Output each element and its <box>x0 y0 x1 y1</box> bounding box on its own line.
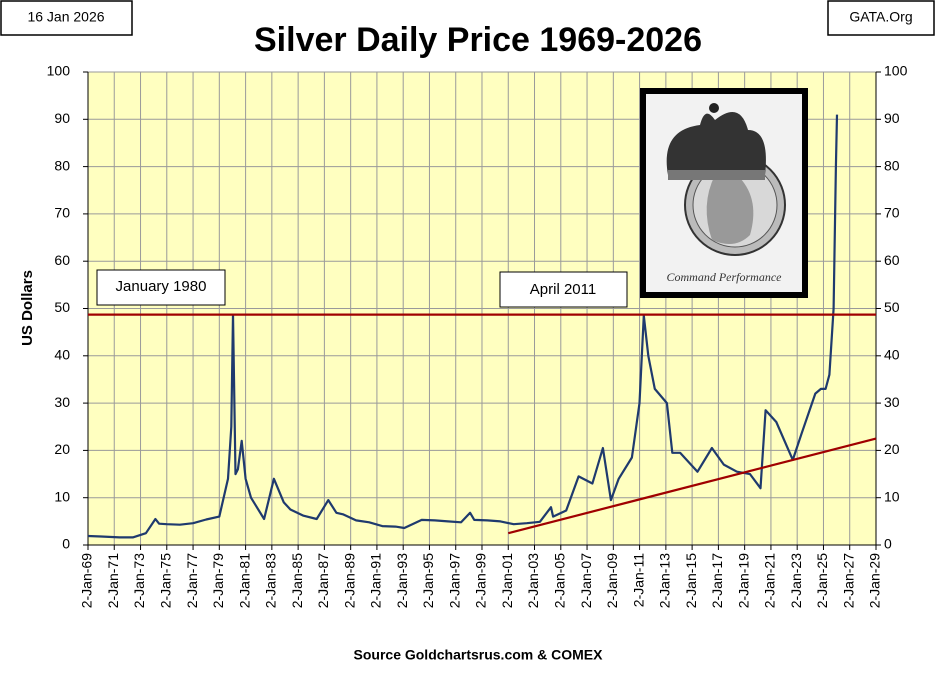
y-tick-label: 80 <box>54 157 70 173</box>
x-tick-label: 2-Jan-81 <box>236 553 252 608</box>
x-tick-label: 2-Jan-23 <box>788 553 804 608</box>
y2-tick-label: 60 <box>884 252 900 268</box>
y-tick-label: 40 <box>54 347 70 363</box>
x-tick-label: 2-Jan-85 <box>289 553 305 608</box>
y-tick-label: 60 <box>54 252 70 268</box>
source-label: Source Goldchartsrus.com & COMEX <box>354 647 604 663</box>
site-box <box>827 0 935 36</box>
y-tick-label: 30 <box>54 394 70 410</box>
y-tick-label: 20 <box>54 441 70 457</box>
y-axis-label: US Dollars <box>19 270 36 346</box>
y2-tick-label: 0 <box>884 536 892 552</box>
x-tick-label: 2-Jan-25 <box>814 553 830 608</box>
x-tick-label: 2-Jan-69 <box>79 553 95 608</box>
x-tick-label: 2-Jan-27 <box>840 553 856 608</box>
x-tick-label: 2-Jan-03 <box>525 553 541 608</box>
x-tick-label: 2-Jan-71 <box>105 553 121 608</box>
crown <box>666 112 766 175</box>
y-tick-label: 70 <box>54 205 70 221</box>
y2-tick-label: 20 <box>884 441 900 457</box>
x-tick-label: 2-Jan-77 <box>184 553 200 608</box>
x-tick-label: 2-Jan-87 <box>315 553 331 608</box>
crown-top <box>709 103 719 113</box>
x-tick-label: 2-Jan-75 <box>157 553 173 608</box>
x-tick-label: 2-Jan-07 <box>578 553 594 608</box>
annotation: April 2011 <box>530 281 596 298</box>
x-tick-label: 2-Jan-99 <box>473 553 489 608</box>
x-tick-label: 2-Jan-83 <box>263 553 279 608</box>
y2-tick-label: 30 <box>884 394 900 410</box>
y2-tick-label: 10 <box>884 488 900 504</box>
y-tick-label: 0 <box>62 536 70 552</box>
x-tick-label: 2-Jan-95 <box>420 553 436 608</box>
y2-tick-label: 100 <box>884 63 908 79</box>
y-tick-label: 90 <box>54 110 70 126</box>
x-tick-label: 2-Jan-13 <box>657 553 673 608</box>
x-tick-label: 2-Jan-11 <box>630 553 646 607</box>
x-tick-label: 2-Jan-97 <box>446 553 462 608</box>
y-tick-label: 10 <box>54 488 70 504</box>
date-box <box>0 0 133 36</box>
x-tick-label: 2-Jan-17 <box>709 553 725 608</box>
x-tick-label: 2-Jan-29 <box>867 553 883 608</box>
y2-tick-label: 50 <box>884 299 900 315</box>
coin-profile <box>706 175 754 244</box>
crown-band <box>668 170 765 180</box>
site-label: GATA.Org <box>849 9 912 25</box>
x-tick-label: 2-Jan-89 <box>341 553 357 608</box>
y-tick-label: 50 <box>54 299 70 315</box>
y2-tick-label: 90 <box>884 110 900 126</box>
inset-caption: Command Performance <box>667 270 783 284</box>
trend-line <box>507 437 877 535</box>
x-tick-label: 2-Jan-79 <box>210 553 226 608</box>
annotation: January 1980 <box>116 278 207 295</box>
y2-tick-label: 80 <box>884 157 900 173</box>
x-tick-label: 2-Jan-05 <box>552 553 568 608</box>
y2-tick-label: 40 <box>884 347 900 363</box>
x-tick-label: 2-Jan-93 <box>394 553 410 608</box>
price-line <box>87 114 839 539</box>
x-tick-label: 2-Jan-21 <box>762 553 778 608</box>
x-tick-label: 2-Jan-73 <box>131 553 147 608</box>
date-label: 16 Jan 2026 <box>27 9 104 25</box>
x-tick-label: 2-Jan-15 <box>683 553 699 608</box>
y-tick-label: 100 <box>47 63 71 79</box>
y2-tick-label: 70 <box>884 205 900 221</box>
inset-image: Command Performance <box>640 88 808 298</box>
x-tick-label: 2-Jan-01 <box>499 553 515 608</box>
annotation-box <box>499 271 628 308</box>
x-tick-label: 2-Jan-91 <box>368 553 384 608</box>
x-tick-label: 2-Jan-09 <box>604 553 620 608</box>
x-tick-label: 2-Jan-19 <box>735 553 751 608</box>
annotation-box <box>96 269 226 306</box>
chart-title: Silver Daily Price 1969-2026 <box>254 21 702 59</box>
